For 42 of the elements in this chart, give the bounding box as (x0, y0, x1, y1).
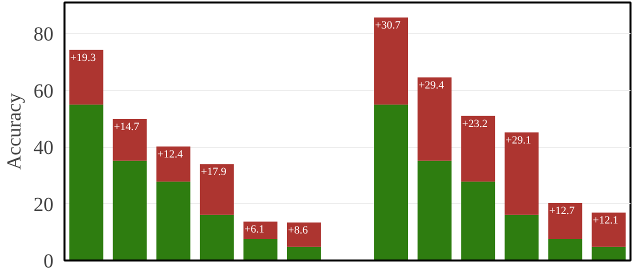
y-tick-label: 80 (34, 24, 54, 46)
bar (418, 77, 452, 161)
data-label: +29.1 (506, 134, 532, 146)
bar (112, 119, 147, 161)
data-label: +6.1 (244, 224, 264, 236)
y-tick-label: 20 (34, 194, 54, 216)
data-label: +19.3 (70, 52, 96, 64)
bar (69, 50, 104, 105)
bar (243, 222, 278, 239)
bar (592, 212, 626, 247)
bar (461, 116, 496, 182)
bar (156, 146, 190, 182)
bar (69, 104, 104, 260)
bar (461, 182, 496, 260)
bar (548, 238, 582, 260)
data-label: +29.4 (418, 79, 445, 92)
y-tick-label: 60 (34, 80, 54, 102)
bar (286, 222, 321, 247)
bar (200, 214, 234, 260)
bar (418, 160, 452, 260)
bar (548, 202, 582, 239)
data-label: +8.6 (288, 224, 308, 237)
bar (243, 238, 278, 260)
bar (504, 132, 539, 215)
y-tick-label: 0 (44, 250, 54, 272)
bar (112, 160, 147, 260)
data-label: +12.4 (157, 148, 184, 161)
data-label: +12.7 (549, 204, 576, 217)
bar (200, 164, 234, 215)
bar (286, 246, 321, 260)
bar (374, 18, 408, 105)
data-label: +14.7 (114, 121, 140, 134)
y-axis-title: Accuracy (4, 93, 26, 170)
bar (156, 182, 190, 260)
y-tick-label: 40 (34, 137, 54, 160)
data-label: +12.1 (592, 214, 618, 227)
bar (374, 104, 408, 260)
data-label: +17.9 (200, 166, 227, 178)
data-label: +30.7 (375, 20, 402, 32)
bar (504, 214, 539, 260)
data-label: +23.2 (462, 118, 488, 130)
bar (592, 246, 626, 260)
